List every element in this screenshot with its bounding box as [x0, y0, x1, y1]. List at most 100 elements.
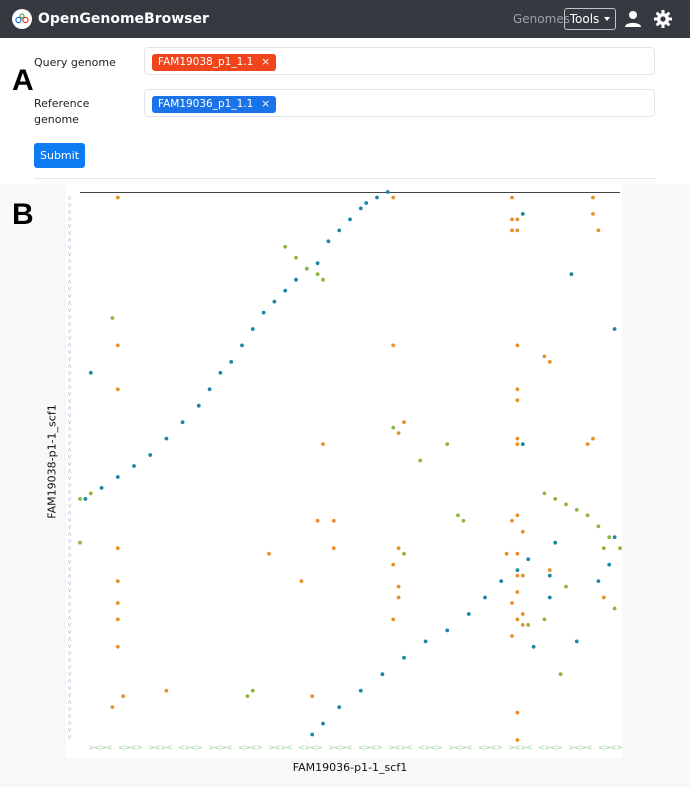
x-gene-arrow: > [184, 743, 191, 752]
y-gene-arrow: ∨ [67, 691, 72, 699]
x-gene-arrow: > [448, 743, 455, 752]
data-point [294, 277, 298, 282]
data-point [526, 623, 531, 627]
y-gene-arrow: ∨ [67, 523, 72, 531]
submit-button[interactable]: Submit [34, 143, 85, 168]
x-gene-arrow: > [196, 743, 203, 752]
x-gene-arrow: > [424, 743, 431, 752]
data-point [542, 617, 547, 622]
y-gene-arrow: ∨ [67, 558, 72, 566]
x-gene-arrow: > [616, 743, 623, 752]
navbar: OpenGenomeBrowser Genomes Tools [0, 0, 690, 38]
data-point [229, 360, 234, 364]
data-point [607, 535, 612, 540]
x-gene-arrow: > [256, 743, 263, 752]
brand-name: OpenGenomeBrowser [38, 11, 209, 27]
data-point [132, 464, 136, 468]
query-genome-tag-label: FAM19038_p1_1.1 [158, 56, 254, 68]
data-point [240, 343, 244, 348]
y-gene-arrow: ∨ [67, 481, 72, 489]
data-point [515, 710, 520, 715]
y-gene-arrow: ∨ [67, 621, 72, 629]
x-gene-arrow: > [364, 743, 371, 752]
x-gene-arrow: > [328, 743, 335, 752]
data-point [520, 442, 525, 446]
x-gene-arrow: > [160, 743, 167, 752]
y-axis-title: FAM19038-p1-1_scf1 [45, 404, 59, 519]
data-point [115, 475, 120, 479]
x-gene-track: > < > < < > < > > < > < < > < > > < > < < > < > > < > < < > < > > < > < < > < >… [88, 743, 623, 752]
data-point [515, 617, 520, 622]
y-gene-arrow: ∨ [67, 565, 72, 573]
data-point [267, 551, 271, 556]
x-gene-arrow: < [538, 743, 545, 752]
y-gene-arrow: ∨ [67, 607, 72, 615]
panel-label-a: A [12, 64, 34, 97]
data-point [574, 639, 579, 644]
query-genome-input[interactable]: FAM19038_p1_1.1 × [144, 47, 655, 75]
data-point [591, 436, 595, 441]
x-gene-arrow: > [580, 743, 587, 752]
data-point [115, 617, 120, 622]
data-point [207, 387, 212, 392]
data-point [380, 672, 385, 677]
x-gene-arrow: > [124, 743, 131, 752]
data-point [396, 431, 401, 435]
data-point [445, 628, 450, 633]
data-point [461, 518, 466, 523]
data-point [321, 442, 325, 446]
data-point [88, 491, 93, 496]
y-gene-arrow: ∧ [67, 446, 72, 454]
data-point [321, 721, 325, 726]
y-gene-arrow: ∨ [67, 502, 72, 510]
data-point [148, 453, 153, 457]
data-point [402, 655, 406, 660]
reference-genome-tag-label: FAM19036_p1_1.1 [158, 98, 254, 110]
data-point [520, 529, 525, 534]
data-point [331, 546, 336, 551]
nav-genomes-link[interactable]: Genomes [513, 12, 570, 26]
data-point [515, 436, 520, 441]
x-gene-arrow: < [130, 743, 137, 752]
y-gene-arrow: ∨ [67, 348, 72, 356]
data-point [612, 535, 617, 540]
y-gene-arrow: ∨ [67, 495, 72, 503]
y-gene-arrow: ∨ [67, 544, 72, 552]
reference-tag-remove-icon[interactable]: × [261, 98, 271, 110]
data-point [310, 732, 315, 737]
gear-icon[interactable] [654, 10, 672, 28]
query-tag-remove-icon[interactable]: × [261, 56, 271, 68]
data-point [547, 360, 552, 364]
x-gene-arrow: < [514, 743, 521, 752]
y-gene-arrow: ∨ [67, 229, 72, 237]
tools-dropdown[interactable]: Tools [564, 8, 616, 30]
data-point [115, 343, 120, 348]
y-gene-arrow: ∨ [67, 439, 72, 447]
reference-genome-input[interactable]: FAM19036_p1_1.1 × [144, 89, 655, 117]
y-gene-arrow: ∨ [67, 733, 72, 741]
data-point [515, 513, 520, 518]
data-point [596, 524, 601, 529]
x-gene-arrow: > [316, 743, 323, 752]
data-point [520, 212, 525, 216]
y-gene-arrow: ∧ [67, 383, 72, 391]
data-point [358, 206, 363, 211]
data-point [180, 420, 185, 425]
data-point [466, 612, 471, 616]
brand-link[interactable]: OpenGenomeBrowser [12, 9, 209, 29]
y-gene-arrow: ∧ [67, 467, 72, 475]
x-gene-arrow: < [154, 743, 161, 752]
x-gene-arrow: < [106, 743, 113, 752]
data-point [272, 299, 277, 304]
x-gene-arrow: > [208, 743, 215, 752]
y-gene-arrow: ∨ [67, 586, 72, 594]
y-gene-arrow: ∨ [67, 411, 72, 419]
plot-background [66, 184, 622, 758]
x-gene-arrow: < [346, 743, 353, 752]
data-point [515, 738, 520, 742]
user-icon[interactable] [624, 10, 642, 28]
x-gene-arrow: > [604, 743, 611, 752]
y-gene-arrow: ∨ [67, 201, 72, 209]
data-point [115, 601, 120, 605]
